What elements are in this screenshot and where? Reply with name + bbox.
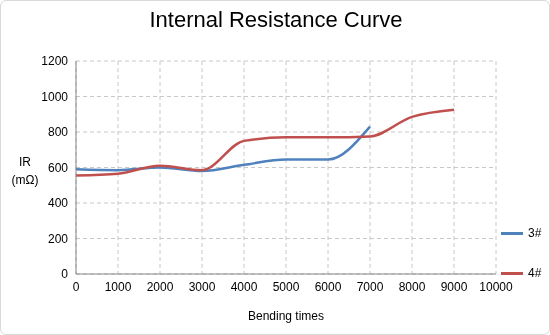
svg-text:200: 200 (48, 232, 68, 246)
svg-text:10000: 10000 (479, 280, 513, 294)
svg-text:800: 800 (48, 125, 68, 139)
html-text:3#: 3# (528, 226, 542, 240)
svg-text:6000: 6000 (315, 280, 342, 294)
html-text:Bending times: Bending times (248, 309, 324, 323)
svg-text:1200: 1200 (41, 54, 68, 68)
svg-text:1000: 1000 (41, 90, 68, 104)
svg-text:2000: 2000 (147, 280, 174, 294)
svg-text:5000: 5000 (273, 280, 300, 294)
svg-text:9000: 9000 (441, 280, 468, 294)
svg-text:0: 0 (73, 280, 80, 294)
svg-text:7000: 7000 (357, 280, 384, 294)
svg-text:3000: 3000 (189, 280, 216, 294)
html-text:IR: IR (19, 155, 31, 169)
svg-text:4000: 4000 (231, 280, 258, 294)
svg-text:8000: 8000 (399, 280, 426, 294)
html-text:Internal Resistance Curve: Internal Resistance Curve (149, 7, 403, 32)
svg-text:0: 0 (61, 267, 68, 281)
html-text:(mΩ): (mΩ) (11, 173, 39, 187)
svg-text:600: 600 (48, 161, 68, 175)
svg-text:1000: 1000 (105, 280, 132, 294)
svg-text:400: 400 (48, 196, 68, 210)
html-text:4#: 4# (528, 266, 542, 280)
